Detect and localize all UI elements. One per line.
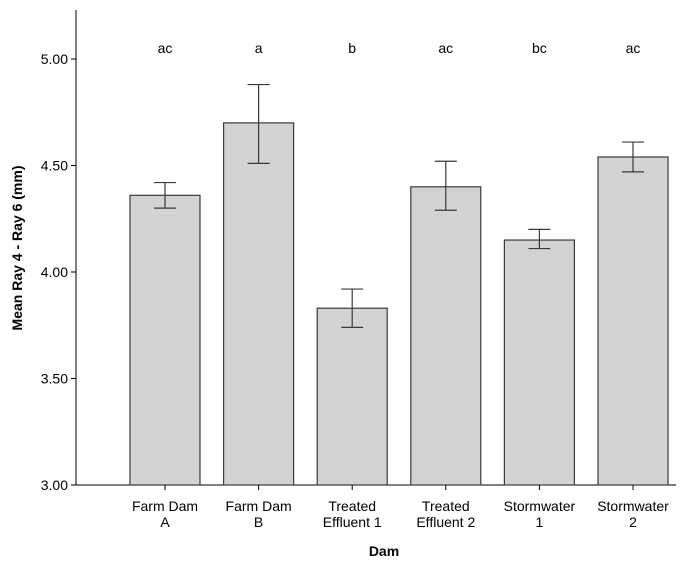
x-category-label: Stormwater 2 (597, 498, 669, 530)
bars-layer (129, 122, 669, 490)
significance-label: ac (626, 40, 641, 56)
significance-label: ac (438, 40, 453, 56)
y-tick-label: 4.00 (41, 264, 68, 280)
bar (129, 194, 201, 486)
significance-label: b (348, 40, 356, 56)
significance-label: a (255, 40, 263, 56)
bar (503, 239, 575, 486)
y-tick-label: 3.50 (41, 371, 68, 387)
x-category-label: Farm Dam A (132, 498, 198, 530)
bar (597, 156, 669, 486)
bar (410, 186, 482, 486)
significance-label: bc (532, 40, 547, 56)
x-category-label: Farm Dam B (226, 498, 292, 530)
x-category-label: Stormwater 1 (504, 498, 576, 530)
x-category-label: Treated Effluent 2 (416, 498, 475, 530)
y-tick-label: 4.50 (41, 158, 68, 174)
error-bars-layer (154, 83, 644, 328)
bar (316, 307, 388, 486)
x-category-label: Treated Effluent 1 (323, 498, 382, 530)
significance-labels-layer: ac a b ac bc ac (158, 40, 641, 56)
bar (223, 122, 295, 486)
x-axis-title: Dam (369, 543, 399, 559)
y-axis-title: Mean Ray 4 - Ray 6 (mm) (9, 166, 25, 331)
y-tick-label: 3.00 (41, 477, 68, 493)
x-axis-category-labels: Farm Dam A Farm Dam B Treated Effluent 1 Treat… (132, 498, 669, 530)
y-tick-label: 5.00 (41, 51, 68, 67)
significance-label: ac (158, 40, 173, 56)
